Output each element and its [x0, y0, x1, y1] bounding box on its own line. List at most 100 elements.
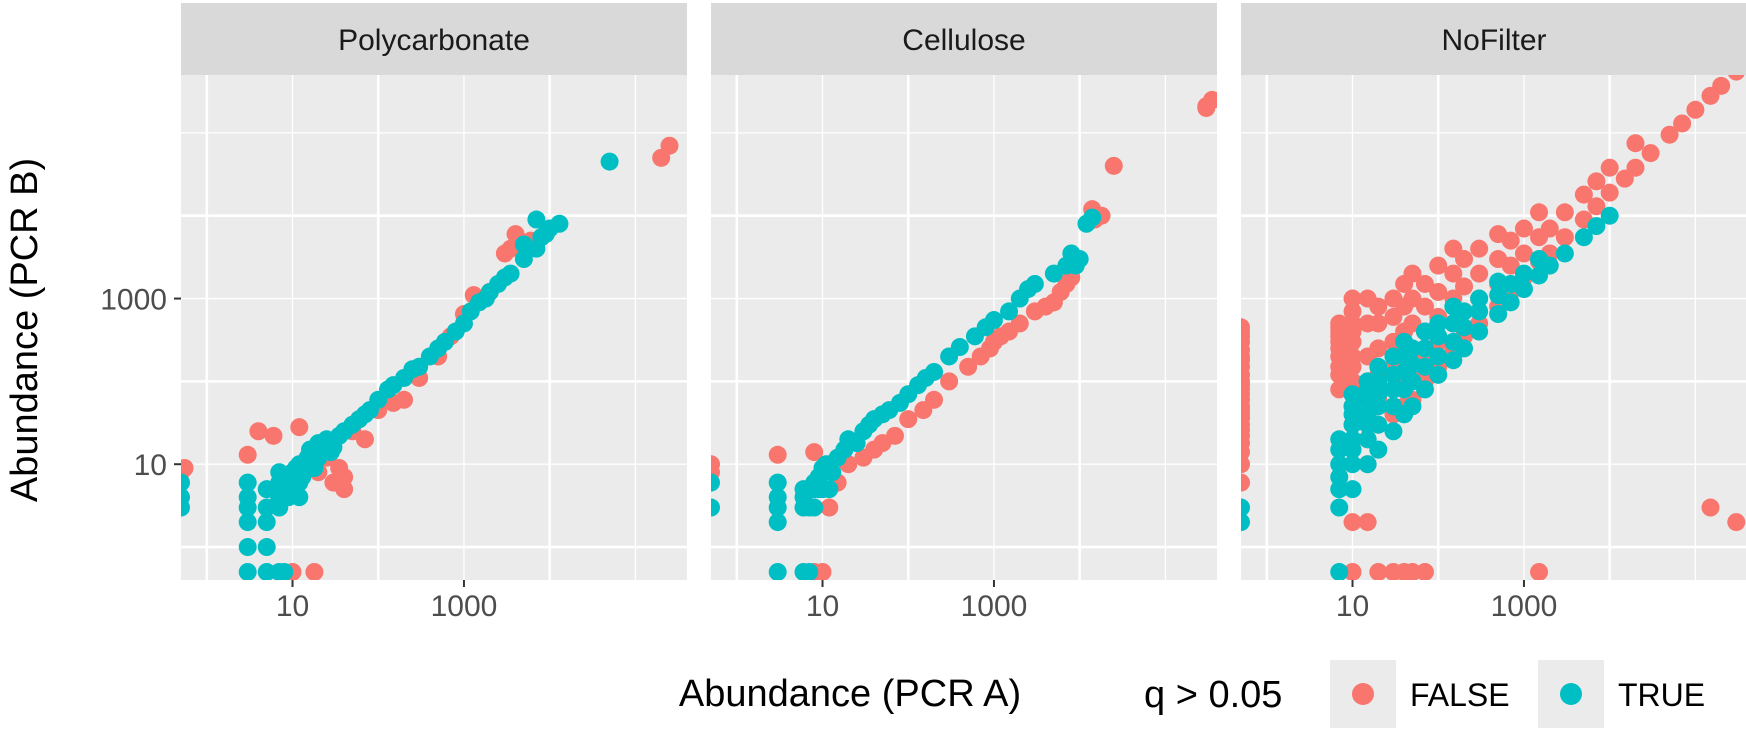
data-point: [1587, 217, 1606, 236]
panel-nofilter: NoFilter 10 1000: [1241, 3, 1746, 623]
data-point: [550, 214, 569, 233]
data-point: [820, 480, 839, 499]
data-point: [823, 463, 842, 482]
data-point: [1369, 297, 1388, 316]
data-point: [1343, 302, 1362, 321]
data-point: [514, 250, 533, 269]
x-tick-label: 10: [1336, 590, 1369, 623]
data-point: [1455, 277, 1474, 296]
series-false: [711, 90, 1217, 580]
data-point: [1369, 314, 1388, 333]
data-point: [1501, 256, 1520, 275]
series-true: [711, 208, 1102, 580]
legend: q > 0.05 FALSE TRUE: [1144, 660, 1705, 728]
data-point: [1455, 318, 1474, 337]
data-point: [768, 445, 787, 464]
legend-key-swatch: [1352, 683, 1374, 705]
data-point: [1727, 75, 1745, 81]
panel-background: [711, 75, 1217, 580]
data-point: [1540, 219, 1559, 238]
legend-entry-label: TRUE: [1618, 677, 1705, 713]
data-point: [899, 410, 918, 429]
facet-strip: [181, 3, 687, 75]
data-point: [1626, 134, 1645, 153]
data-point: [1066, 256, 1085, 275]
facet-strip-label: NoFilter: [1441, 24, 1546, 57]
data-point: [238, 513, 257, 532]
data-point: [1010, 314, 1029, 333]
data-point: [1415, 297, 1434, 316]
data-point: [1587, 172, 1606, 191]
data-points: [1241, 75, 1746, 580]
legend-entry-label: FALSE: [1410, 677, 1510, 713]
data-point: [1444, 351, 1463, 370]
data-point: [1600, 158, 1619, 177]
facet-strip-label: Cellulose: [902, 24, 1025, 57]
data-point: [885, 426, 904, 445]
data-point: [1415, 274, 1434, 293]
data-point: [1025, 274, 1044, 293]
data-point: [181, 488, 190, 507]
facet-strip-label: Polycarbonate: [338, 24, 530, 57]
data-point: [1470, 322, 1489, 341]
data-point: [395, 390, 414, 409]
data-point: [527, 210, 546, 229]
data-point: [1104, 156, 1123, 175]
data-point: [290, 488, 309, 507]
data-point: [1403, 264, 1422, 283]
data-point: [257, 538, 276, 557]
axes: Abundance (PCR B) Abundance (PCR A) 10 10…: [4, 158, 1021, 715]
data-point: [1489, 305, 1508, 324]
data-point: [1600, 206, 1619, 225]
data-point: [1429, 256, 1448, 275]
data-point: [1514, 219, 1533, 238]
data-point: [1470, 302, 1489, 321]
data-point: [238, 473, 257, 492]
data-point: [1600, 183, 1619, 202]
data-point: [813, 562, 832, 580]
data-point: [1429, 365, 1448, 384]
data-point: [768, 513, 787, 532]
data-point: [1514, 264, 1533, 283]
data-point: [1343, 480, 1362, 499]
data-point: [335, 468, 354, 487]
data-point: [238, 538, 257, 557]
data-point: [1330, 562, 1349, 580]
data-point: [1455, 339, 1474, 358]
data-points: [181, 136, 679, 580]
data-point: [1330, 430, 1349, 449]
data-point: [1369, 562, 1388, 580]
data-point: [711, 498, 720, 517]
legend-key-swatch: [1560, 683, 1582, 705]
data-point: [514, 235, 533, 254]
data-point: [238, 562, 257, 580]
data-point: [925, 362, 944, 381]
panel-polycarbonate: Polycarbonate 10 1000: [181, 3, 687, 623]
data-point: [290, 418, 309, 437]
x-tick-label: 1000: [1491, 590, 1558, 623]
data-point: [181, 473, 190, 492]
data-point: [1415, 562, 1434, 580]
data-point: [1241, 473, 1250, 492]
data-point: [768, 562, 787, 580]
data-point: [1501, 231, 1520, 250]
y-axis-title: Abundance (PCR B): [4, 158, 46, 502]
data-point: [1403, 339, 1422, 358]
data-point: [1701, 498, 1720, 517]
data-point: [1330, 498, 1349, 517]
series-true: [1241, 206, 1619, 580]
data-point: [768, 473, 787, 492]
data-point: [1343, 562, 1362, 580]
data-point: [950, 338, 969, 357]
data-point: [1415, 357, 1434, 376]
data-point: [711, 473, 720, 492]
data-point: [1343, 372, 1362, 391]
data-point: [1574, 228, 1593, 247]
data-point: [1197, 97, 1216, 116]
x-tick-label: 10: [806, 590, 839, 623]
panel-cellulose: Cellulose 10 1000: [711, 3, 1217, 623]
data-point: [1530, 203, 1549, 222]
data-point: [1369, 415, 1388, 434]
data-point: [1455, 250, 1474, 269]
data-point: [1343, 289, 1362, 308]
